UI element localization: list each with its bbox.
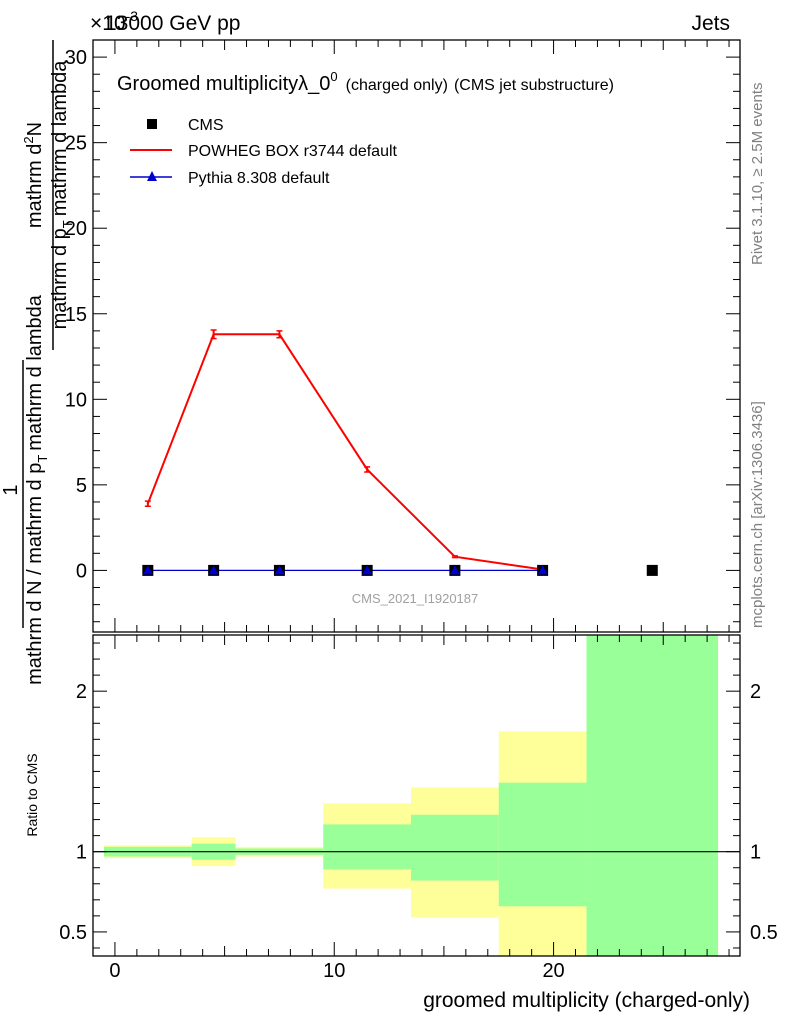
process-label: Jets: [691, 12, 730, 35]
x-axis-label: groomed multiplicity (charged-only): [423, 989, 750, 1012]
cms-point: [646, 564, 658, 576]
pythia-point: [449, 565, 460, 575]
legend-pythia-marker: [147, 171, 157, 181]
x-tick-label: 0: [109, 960, 120, 982]
ratio-frame: [92, 634, 741, 957]
main-ytick-label: 20: [65, 218, 87, 240]
pythia-point: [362, 565, 373, 575]
pythia-point: [537, 565, 548, 575]
ratio-band-inner-5: [498, 782, 587, 907]
svg-text:mathrm d N / mathrm d pTmathrm: mathrm d N / mathrm d pTmathrm d lambda: [24, 294, 50, 685]
ratio-ytick-label-left: 2: [76, 681, 87, 703]
main-title: Groomed multiplicityλ_00(charged only) (C…: [117, 69, 614, 95]
watermark: CMS_2021_I1920187: [352, 591, 479, 606]
main-ytick-label: 25: [65, 133, 87, 155]
legend: CMS POWHEG BOX r3744 default Pythia 8.30…: [130, 117, 398, 187]
ratio-ytick-label-left: 0.5: [59, 922, 87, 944]
ratio-bands: [93, 635, 740, 956]
pythia-point: [208, 565, 219, 575]
main-ytick-label: 10: [65, 389, 87, 411]
legend-pythia-label: Pythia 8.308 default: [188, 170, 330, 187]
ratio-ytick-label-right: 1: [750, 842, 761, 864]
ratio-ylabel: Ratio to CMS: [24, 753, 40, 836]
x-tick-label: 20: [542, 960, 564, 982]
x-tick-label: 10: [323, 960, 345, 982]
pythia-point: [142, 565, 153, 575]
ratio-band-inner-6: [586, 635, 719, 956]
energy-label: 13000 GeV pp: [105, 12, 240, 35]
main-series: [142, 329, 658, 576]
axes: 0 5 10 15 20 25 30 0 10 20 0.5 0.5 1 1 2 2: [59, 39, 778, 982]
pythia-point: [274, 565, 285, 575]
main-ylabel: mathrm d2N mathrm d pTmathrm d lambda 1 …: [0, 40, 75, 685]
svg-text:1: 1: [0, 484, 22, 495]
ratio-band-inner-4: [411, 814, 499, 881]
main-ytick-label: 15: [65, 304, 87, 326]
ratio-ytick-label-right: 0.5: [750, 922, 778, 944]
svg-text:mathrm d pTmathrm d lambda: mathrm d pTmathrm d lambda: [49, 60, 75, 330]
svg-text:mathrm d2N: mathrm d2N: [21, 122, 46, 228]
ratio-band-inner-3: [323, 824, 412, 870]
ratio-ytick-label-left: 1: [76, 842, 87, 864]
main-ytick-label: 5: [76, 475, 87, 497]
legend-powheg-label: POWHEG BOX r3744 default: [188, 143, 398, 160]
mcplots-label: mcplots.cern.ch [arXiv:1306.3436]: [749, 401, 766, 628]
main-ytick-label: 30: [65, 47, 87, 69]
main-ytick-label: 0: [76, 560, 87, 582]
legend-cms-marker: [147, 119, 157, 129]
rivet-label: Rivet 3.1.10, ≥ 2.5M events: [749, 83, 766, 266]
legend-cms-label: CMS: [188, 117, 224, 134]
main-frame: [92, 39, 741, 633]
ratio-ytick-label-right: 2: [750, 681, 761, 703]
powheg-line: [146, 333, 543, 571]
exponent-label: ×10-3: [90, 8, 138, 35]
